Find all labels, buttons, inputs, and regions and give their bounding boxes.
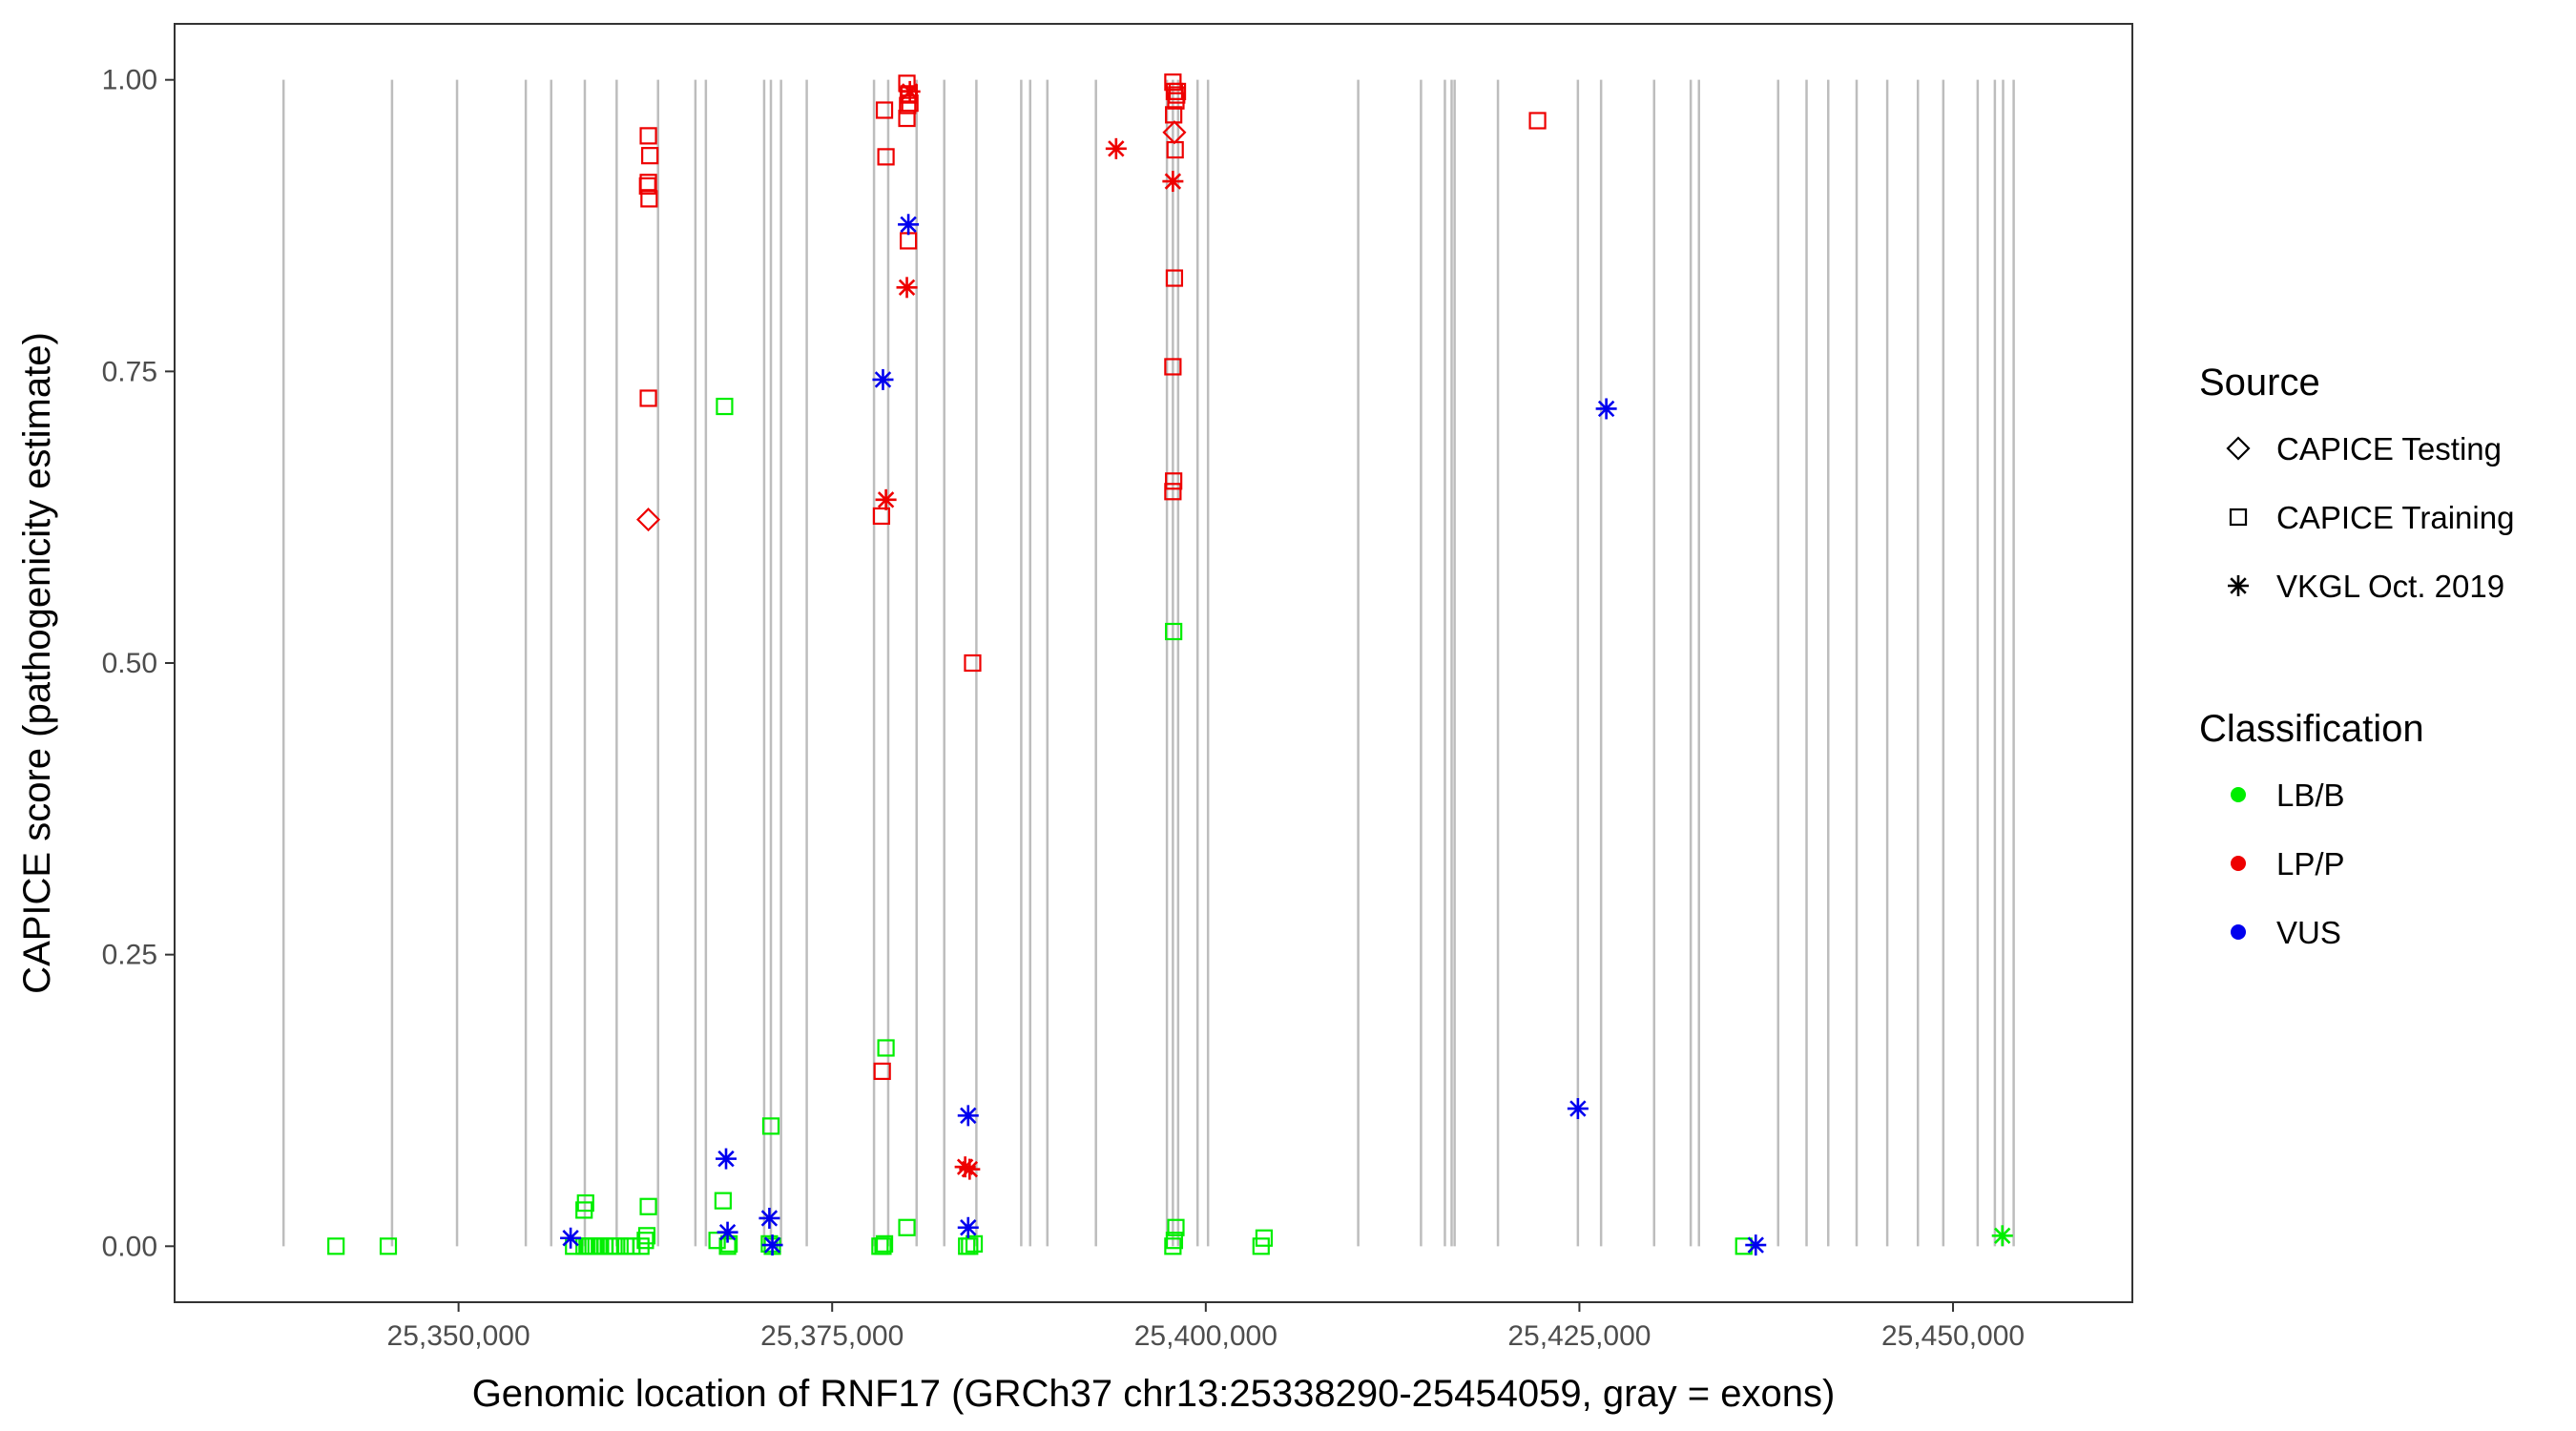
legend-source-label: CAPICE Testing — [2276, 431, 2502, 467]
legend-source-title: Source — [2199, 362, 2320, 404]
y-axis: 0.00 0.25 0.50 0.75 1.00 — [102, 65, 175, 1262]
data-point — [959, 1158, 981, 1180]
data-point — [957, 1105, 979, 1127]
data-point — [576, 1193, 594, 1213]
data-point — [1164, 73, 1182, 92]
data-point — [1162, 171, 1184, 193]
x-axis: 25,350,000 25,375,000 25,400,000 25,425,000… — [387, 1302, 2025, 1352]
y-tick-label: 0.75 — [102, 356, 157, 387]
data-point — [1164, 483, 1182, 501]
data-point — [1165, 269, 1184, 287]
data-point — [1164, 358, 1182, 376]
data-point — [1162, 120, 1187, 145]
exon-lines — [281, 79, 2015, 1247]
plot-border — [174, 23, 2133, 1303]
data-point — [877, 1039, 895, 1057]
data-point — [639, 1197, 657, 1215]
x-tick-label: 25,425,000 — [1507, 1320, 1651, 1352]
y-tick-label: 0.50 — [102, 648, 157, 679]
data-point — [1991, 1225, 2013, 1247]
y-axis-title: CAPICE score (pathogenicity estimate) — [16, 332, 58, 994]
data-point — [1255, 1229, 1274, 1247]
legend-class-key — [2231, 787, 2246, 802]
legend-source-key — [2226, 436, 2251, 461]
data-point — [899, 80, 921, 102]
data-point — [636, 1232, 654, 1250]
data-point — [637, 1227, 656, 1245]
data-point — [964, 653, 982, 673]
data-point — [635, 508, 661, 532]
legend-source-label: CAPICE Training — [2276, 500, 2514, 535]
legend-class-label: LB/B — [2276, 778, 2345, 813]
legend-class-label: LP/P — [2276, 846, 2345, 881]
legend-class-key — [2231, 924, 2246, 940]
data-points — [327, 73, 2013, 1256]
data-point — [1105, 137, 1127, 159]
data-point — [874, 1237, 892, 1255]
data-point — [1528, 112, 1547, 130]
data-point — [717, 1221, 738, 1243]
data-point — [875, 1234, 894, 1253]
data-point — [898, 109, 916, 128]
data-point — [1745, 1234, 1767, 1256]
legend-source-entries: CAPICE Testing CAPICE Training VKGL Oct. 2… — [2226, 431, 2514, 604]
data-point — [965, 1234, 984, 1253]
y-tick-label: 0.25 — [102, 940, 157, 971]
data-point — [875, 101, 894, 119]
data-point — [961, 1237, 979, 1255]
legend-source-label: VKGL Oct. 2019 — [2276, 569, 2504, 604]
data-point — [1567, 1098, 1589, 1120]
data-point — [720, 1234, 738, 1253]
legend-source-key — [2228, 575, 2249, 596]
data-point — [758, 1207, 780, 1229]
data-point — [1164, 1237, 1182, 1255]
data-point — [1165, 622, 1183, 641]
data-point — [639, 127, 657, 145]
data-point — [898, 1218, 916, 1236]
x-axis-title: Genomic location of RNF17 (GRCh37 chr13:… — [472, 1373, 1836, 1415]
data-point — [877, 148, 895, 166]
data-point — [623, 1237, 641, 1255]
y-tick-label: 0.00 — [102, 1231, 157, 1262]
legend: Source CAPICE Testing CAPICE Training VKGL… — [2199, 362, 2514, 950]
data-point — [957, 1216, 979, 1238]
data-point — [761, 1117, 780, 1135]
data-point — [1165, 1232, 1184, 1250]
data-point — [875, 488, 897, 510]
y-tick-label: 1.00 — [102, 65, 157, 96]
data-point — [639, 389, 657, 407]
data-point — [379, 1237, 398, 1255]
x-tick-label: 25,400,000 — [1134, 1320, 1278, 1352]
x-tick-label: 25,375,000 — [760, 1320, 904, 1352]
data-point — [327, 1237, 345, 1255]
data-point — [1167, 1218, 1185, 1236]
data-point — [872, 507, 891, 526]
data-point — [640, 190, 658, 208]
x-tick-label: 25,350,000 — [387, 1320, 530, 1352]
data-point — [896, 277, 918, 299]
data-point — [632, 1237, 650, 1255]
x-tick-label: 25,450,000 — [1881, 1320, 2025, 1352]
data-point — [641, 147, 659, 165]
plot-background — [175, 24, 2132, 1302]
data-point — [716, 1148, 737, 1170]
data-point — [716, 397, 734, 416]
legend-classification-title: Classification — [2199, 708, 2424, 750]
data-point — [714, 1192, 732, 1210]
legend-source-key — [2229, 508, 2248, 527]
legend-classification-entries: LB/B LP/P VUS — [2231, 778, 2345, 950]
data-point — [1168, 82, 1187, 101]
data-point — [638, 176, 656, 196]
legend-class-label: VUS — [2276, 915, 2341, 950]
legend-class-key — [2231, 856, 2246, 871]
data-point — [898, 214, 920, 236]
data-point — [761, 1234, 783, 1256]
data-point — [1595, 398, 1617, 420]
data-point — [1165, 472, 1183, 490]
data-point — [873, 1062, 891, 1081]
data-point — [872, 368, 894, 390]
data-point — [560, 1227, 582, 1249]
data-point — [899, 96, 917, 114]
